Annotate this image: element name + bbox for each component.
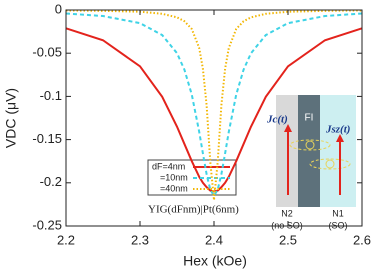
annotation: YIG(dFnm)|Pt(6nm) xyxy=(148,204,239,216)
spin-ellipse xyxy=(289,139,331,151)
n1-note: (SO) xyxy=(329,220,348,230)
legend-label: =40nm xyxy=(160,183,188,193)
fi-label: FI xyxy=(305,113,314,124)
legend-label: =10nm xyxy=(160,172,188,182)
x-tick-label: 2.3 xyxy=(131,232,149,247)
y-axis-label: VDC (μV) xyxy=(3,88,19,148)
x-tick-label: 2.2 xyxy=(57,232,75,247)
n2-note: (no SO) xyxy=(271,220,303,230)
jc-label: Jc(t) xyxy=(266,114,288,126)
x-tick-label: 2.6 xyxy=(353,232,371,247)
y-tick-label: -0.1 xyxy=(40,88,62,103)
inset-diagram: FI Jc(t) Jsz(t) N2 (no SO) N1 (SO) xyxy=(266,95,356,230)
y-tick-label: -0.25 xyxy=(32,217,62,232)
arrow-head xyxy=(336,134,344,142)
arrow-head xyxy=(284,124,292,132)
legend-label: dF=4nm xyxy=(152,161,185,171)
x-axis-label: Hex (kOe) xyxy=(183,253,247,269)
series-line xyxy=(65,12,363,198)
n1-label: N1 xyxy=(332,208,344,218)
y-tick-label: 0 xyxy=(55,1,62,16)
y-tick-label: -0.15 xyxy=(32,131,62,146)
x-tick-label: 2.4 xyxy=(205,232,223,247)
spin-dot xyxy=(305,140,315,150)
x-tick-label: 2.5 xyxy=(279,232,297,247)
n2-label: N2 xyxy=(281,208,293,218)
fi-layer xyxy=(298,95,320,207)
y-tick-label: -0.05 xyxy=(32,45,62,60)
n1-layer xyxy=(320,95,356,207)
series-line xyxy=(65,9,363,201)
y-tick-label: -0.2 xyxy=(40,174,62,189)
spin-dot xyxy=(325,159,335,169)
spin-ellipse xyxy=(309,158,351,170)
js-label: Jsz(t) xyxy=(325,124,350,136)
